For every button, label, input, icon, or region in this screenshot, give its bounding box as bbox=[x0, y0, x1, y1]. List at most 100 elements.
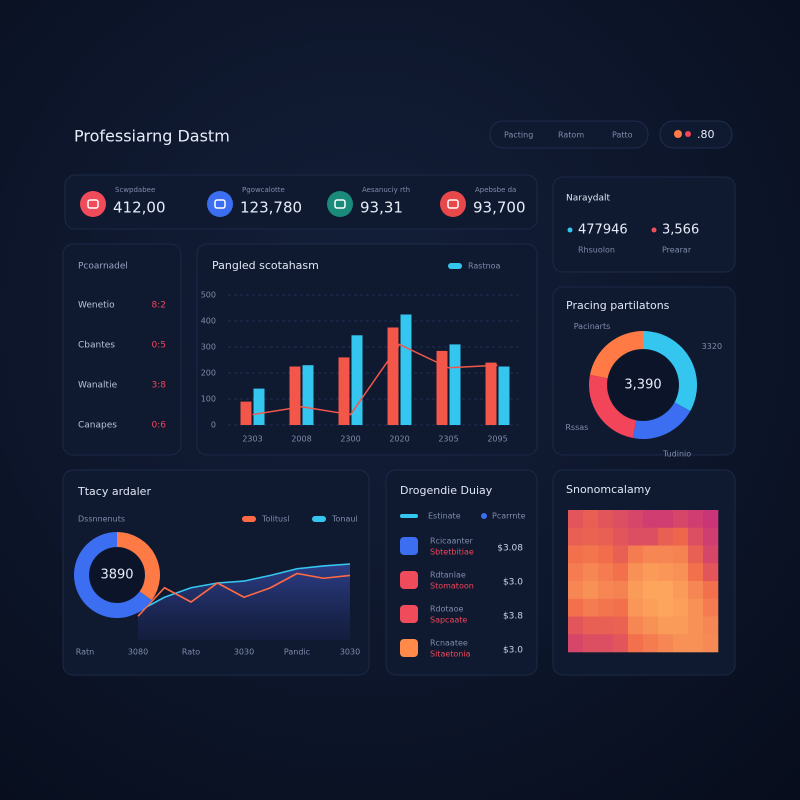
kpi-glyph bbox=[334, 199, 346, 209]
line bbox=[137, 572, 351, 617]
breadcrumb[interactable]: Pacting bbox=[504, 131, 533, 140]
heat-cell bbox=[628, 510, 644, 529]
pie-label: Rssas bbox=[565, 423, 588, 432]
heat-cell bbox=[598, 634, 614, 653]
legend-swatch bbox=[481, 513, 487, 519]
heat-cell bbox=[598, 545, 614, 564]
heat-cell bbox=[598, 598, 614, 617]
heat-cell bbox=[703, 563, 719, 582]
heat-cell bbox=[583, 545, 599, 564]
heat-cell bbox=[688, 510, 704, 529]
summary-dot bbox=[567, 227, 573, 233]
heat-cell bbox=[643, 563, 659, 582]
breadcrumb[interactable]: Patto bbox=[612, 131, 633, 140]
pie-label: 3320 bbox=[702, 342, 722, 351]
chart-subtitle: Dssnnenuts bbox=[78, 515, 125, 524]
heat-cell bbox=[613, 598, 629, 617]
summary-dot bbox=[651, 227, 657, 233]
badge-pill[interactable] bbox=[659, 120, 733, 149]
heat-cell bbox=[628, 634, 644, 653]
x-tick-label: 2300 bbox=[340, 435, 360, 444]
heat-cell bbox=[583, 527, 599, 546]
summary-value: 3,566 bbox=[662, 223, 699, 238]
bar bbox=[436, 350, 448, 425]
legend-label: Tolitusl bbox=[261, 515, 289, 524]
heat-cell bbox=[583, 510, 599, 529]
heat-cell bbox=[688, 581, 704, 600]
ratio-label: Wanaltie bbox=[78, 381, 118, 391]
heat-cell bbox=[658, 634, 674, 653]
legend-label: Rastnoa bbox=[468, 262, 501, 271]
x-tick-label: 2020 bbox=[389, 435, 409, 444]
kpi-icon bbox=[440, 191, 466, 217]
heat-cell bbox=[628, 563, 644, 582]
area-fill bbox=[138, 564, 350, 640]
heat-cell bbox=[673, 581, 689, 600]
heat-cell bbox=[703, 527, 719, 546]
badge-icon bbox=[674, 130, 682, 138]
heat-cell bbox=[688, 634, 704, 653]
kpi-label: Apebsbe da bbox=[475, 186, 516, 194]
pie-segment bbox=[73, 532, 152, 618]
x-tick-label: 2305 bbox=[438, 435, 458, 444]
legend-swatch bbox=[242, 516, 256, 522]
bar bbox=[338, 357, 350, 425]
heat-cell bbox=[598, 510, 614, 529]
heat-cell bbox=[703, 581, 719, 600]
legend-swatch bbox=[312, 516, 326, 522]
heat-cell bbox=[568, 598, 584, 617]
heat-cell bbox=[658, 563, 674, 582]
heat-cell bbox=[568, 563, 584, 582]
ratio-title: Pcoarnadel bbox=[78, 262, 128, 272]
order-value: $3.08 bbox=[497, 544, 523, 554]
kpi-value: 93,31 bbox=[360, 199, 403, 217]
order-value: $3.8 bbox=[503, 612, 523, 622]
heat-cell bbox=[613, 510, 629, 529]
heat-cell bbox=[688, 616, 704, 635]
heat-cell bbox=[688, 545, 704, 564]
heat-cell bbox=[583, 634, 599, 653]
kpi-value: 412,00 bbox=[113, 199, 166, 217]
heat-cell bbox=[628, 616, 644, 635]
heat-cell bbox=[583, 616, 599, 635]
ratio-value: 3:8 bbox=[152, 381, 167, 391]
kpi-label: Aesanuciy rth bbox=[362, 186, 410, 194]
pie-label: Tudinio bbox=[662, 449, 691, 458]
bar bbox=[253, 388, 265, 425]
heat-cell bbox=[598, 616, 614, 635]
bar bbox=[351, 335, 363, 425]
pie-label: Pacinarts bbox=[574, 322, 611, 331]
heat-cell bbox=[628, 581, 644, 600]
chart-title: Pangled scotahasm bbox=[212, 259, 319, 272]
kpi-value: 123,780 bbox=[240, 199, 302, 217]
x-tick-label: 2008 bbox=[291, 435, 311, 444]
pie-segment bbox=[643, 331, 697, 412]
heat-cell bbox=[703, 545, 719, 564]
heat-cell bbox=[613, 545, 629, 564]
x-tick-label: 2095 bbox=[487, 435, 507, 444]
heat-cell bbox=[658, 581, 674, 600]
x-tick-label: 3030 bbox=[340, 648, 360, 657]
bar bbox=[387, 327, 399, 425]
y-tick-label: 500 bbox=[201, 291, 216, 300]
heat-cell bbox=[658, 510, 674, 529]
breadcrumb[interactable]: Ratom bbox=[558, 131, 584, 140]
area-line bbox=[137, 563, 351, 613]
summary-label: Prearar bbox=[662, 246, 692, 255]
kpi-icon bbox=[80, 191, 106, 217]
kpi-card bbox=[64, 174, 538, 230]
y-tick-label: 0 bbox=[211, 421, 216, 430]
heat-cell bbox=[703, 616, 719, 635]
kpi-glyph bbox=[87, 199, 99, 209]
order-icon bbox=[400, 639, 418, 657]
legend-label: Pcarrnte bbox=[492, 512, 526, 521]
chart-title: Pracing partilatons bbox=[566, 299, 670, 312]
heat-cell bbox=[568, 634, 584, 653]
summary-label: Rhsuolon bbox=[578, 246, 615, 255]
summary-title: Naraydalt bbox=[566, 194, 611, 204]
pie-segment bbox=[589, 331, 643, 379]
ratio-value: 0:5 bbox=[152, 341, 166, 351]
kpi-label: Scwpdabee bbox=[115, 186, 155, 194]
